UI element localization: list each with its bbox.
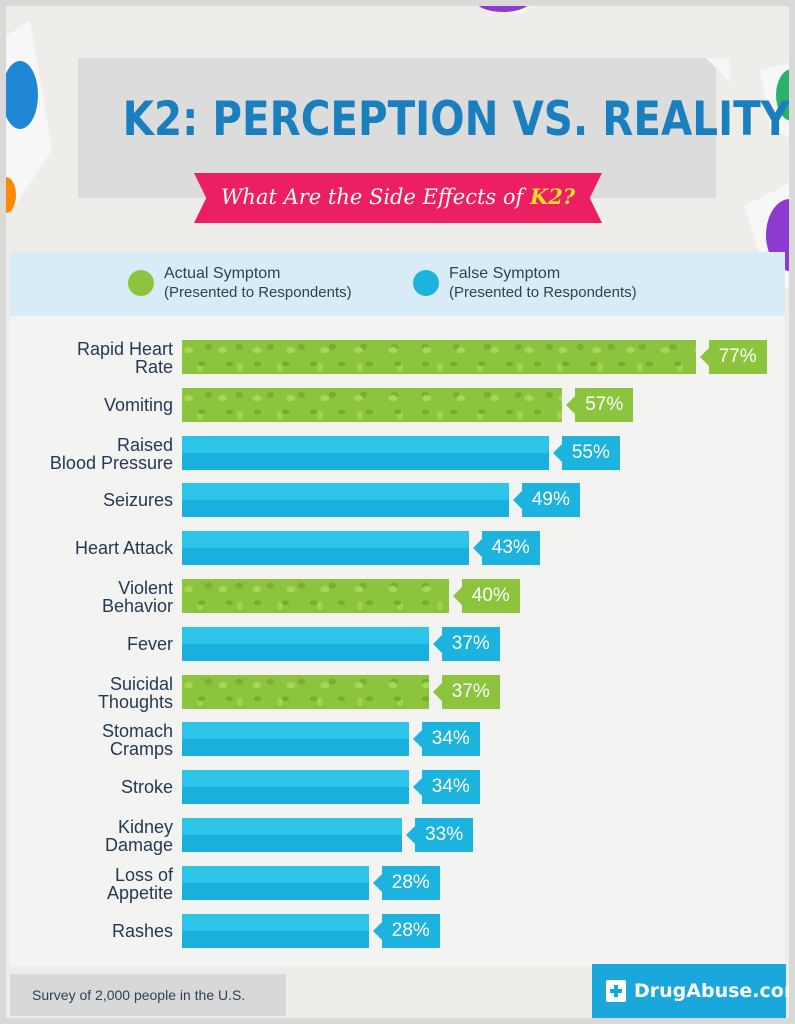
data-label: 77% [699, 340, 767, 374]
bar-actual [182, 387, 563, 422]
bar-false [182, 770, 409, 805]
category-label-line: Kidney [117, 817, 173, 837]
data-label: 55% [552, 435, 620, 470]
bar-false [182, 626, 429, 661]
bar-false [182, 483, 509, 518]
category-label-line: Stomach [101, 721, 173, 742]
category-label: Heart Attack [75, 539, 173, 557]
footer-note: Survey of 2,000 people in the U.S. [10, 974, 286, 1016]
data-label: 43% [472, 531, 540, 566]
category-label-line: Damage [104, 835, 173, 855]
category-label-line: Heart Attack [74, 538, 173, 559]
category-label-line: Vomiting [103, 394, 173, 415]
category-label: Seizures [103, 491, 173, 509]
data-label: 37% [432, 626, 500, 661]
data-label: 57% [566, 387, 634, 422]
data-label: 34% [412, 722, 480, 757]
data-label: 28% [372, 865, 440, 900]
bar-false [182, 435, 549, 470]
subtitle: What Are the Side Effects of K2? [194, 184, 602, 209]
subtitle-ribbon [194, 173, 602, 223]
category-label-line: Fever [126, 633, 173, 654]
category-label-line: Thoughts [97, 691, 173, 712]
bar-actual [182, 340, 696, 374]
brand-name: DrugAbuse.com [634, 980, 795, 1002]
bar-false [182, 722, 409, 757]
category-label: Fever [127, 635, 173, 653]
category-label-line: Rashes [111, 920, 173, 941]
category-label: Stomach Cramps [102, 722, 173, 758]
bar-false [182, 818, 403, 852]
bar-actual [182, 579, 449, 613]
category-label-line: Loss of [114, 864, 173, 885]
bar-false [182, 865, 369, 900]
category-label-line: Blood Pressure [49, 452, 173, 473]
category-label-line: Raised [116, 434, 173, 455]
data-label: 40% [452, 579, 520, 613]
legend-sub-false: (Presented to Respondents) [449, 284, 637, 301]
category-label: Rapid Heart Rate [77, 340, 173, 376]
category-label-line: Stroke [120, 777, 173, 798]
data-label: 49% [512, 483, 580, 518]
category-label: Kidney Damage [105, 818, 173, 854]
subtitle-highlight: K2? [529, 184, 576, 209]
category-label: Loss of Appetite [107, 866, 173, 902]
category-label: Violent Behavior [102, 579, 173, 615]
data-label: 28% [372, 913, 440, 948]
category-label-line: Behavior [101, 596, 173, 616]
page-title: K2: PERCEPTION VS. REALITY [122, 92, 790, 147]
legend-sub-actual: (Presented to Respondents) [164, 284, 352, 301]
category-label: Vomiting [104, 396, 173, 414]
category-label-line: Rapid Heart [76, 339, 173, 359]
category-label-line: Violent [118, 578, 173, 598]
legend-dot-false [413, 270, 439, 296]
category-label: Raised Blood Pressure [50, 436, 173, 472]
category-label-line: Suicidal [109, 673, 173, 694]
category-label-line: Seizures [102, 490, 173, 511]
category-label: Suicidal Thoughts [98, 675, 173, 711]
data-label: 33% [406, 818, 474, 852]
legend [10, 252, 785, 316]
category-label-line: Rate [134, 357, 173, 377]
bar-false [182, 531, 469, 566]
category-label-line: Appetite [106, 882, 173, 903]
data-label: 34% [412, 770, 480, 805]
subtitle-prefix: What Are the Side Effects of [220, 185, 530, 209]
category-label: Stroke [121, 778, 173, 796]
data-label: 37% [432, 674, 500, 709]
legend-label-actual: Actual Symptom [164, 265, 281, 282]
category-label: Rashes [112, 922, 173, 940]
bar-actual [182, 674, 429, 709]
brand-logo[interactable]: DrugAbuse.com [592, 964, 795, 1018]
bar-false [182, 913, 369, 948]
legend-label-false: False Symptom [449, 265, 561, 282]
medical-cross-icon [606, 980, 626, 1002]
category-label-line: Cramps [109, 739, 173, 760]
title-banner-fold [706, 58, 730, 82]
legend-dot-actual [128, 270, 154, 296]
